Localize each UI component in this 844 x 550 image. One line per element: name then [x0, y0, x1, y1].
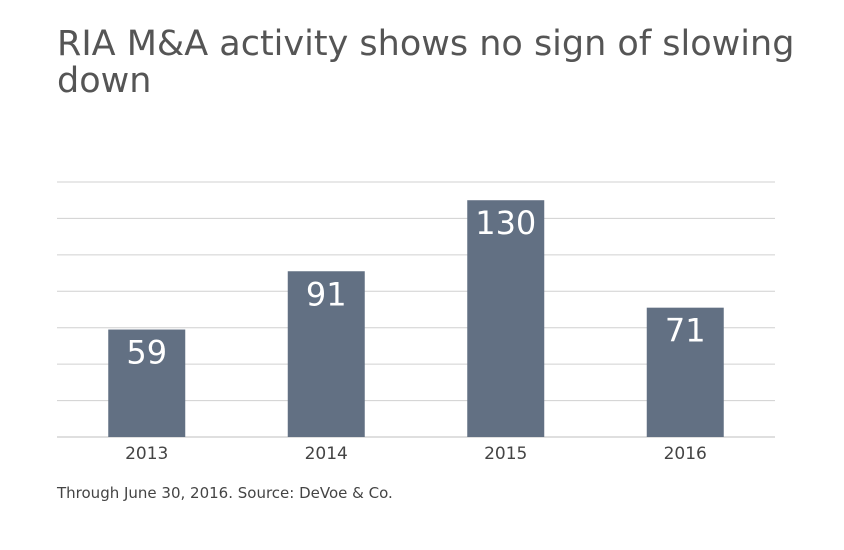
x-tick-label-2013: 2013 — [125, 444, 168, 464]
x-tick-label-2015: 2015 — [484, 444, 527, 464]
x-tick-label-2016: 2016 — [664, 444, 707, 464]
bar-2015 — [467, 200, 545, 437]
bar-2016 — [646, 307, 724, 437]
data-label-2015: 130 — [475, 204, 536, 242]
bar-2014 — [287, 271, 365, 437]
bars — [108, 200, 724, 437]
data-label-2014: 91 — [306, 275, 347, 313]
data-label-2016: 71 — [665, 312, 706, 350]
bar-2013 — [108, 329, 186, 437]
chart-title: RIA M&A activity shows no sign of slowin… — [57, 24, 795, 101]
x-tick-labels: 2013 2014 2015 2016 — [125, 444, 707, 464]
data-label-2013: 59 — [126, 334, 167, 372]
x-tick-label-2014: 2014 — [305, 444, 348, 464]
data-labels: 59 91 130 71 — [126, 204, 705, 371]
source-note: Through June 30, 2016. Source: DeVoe & C… — [57, 484, 393, 502]
